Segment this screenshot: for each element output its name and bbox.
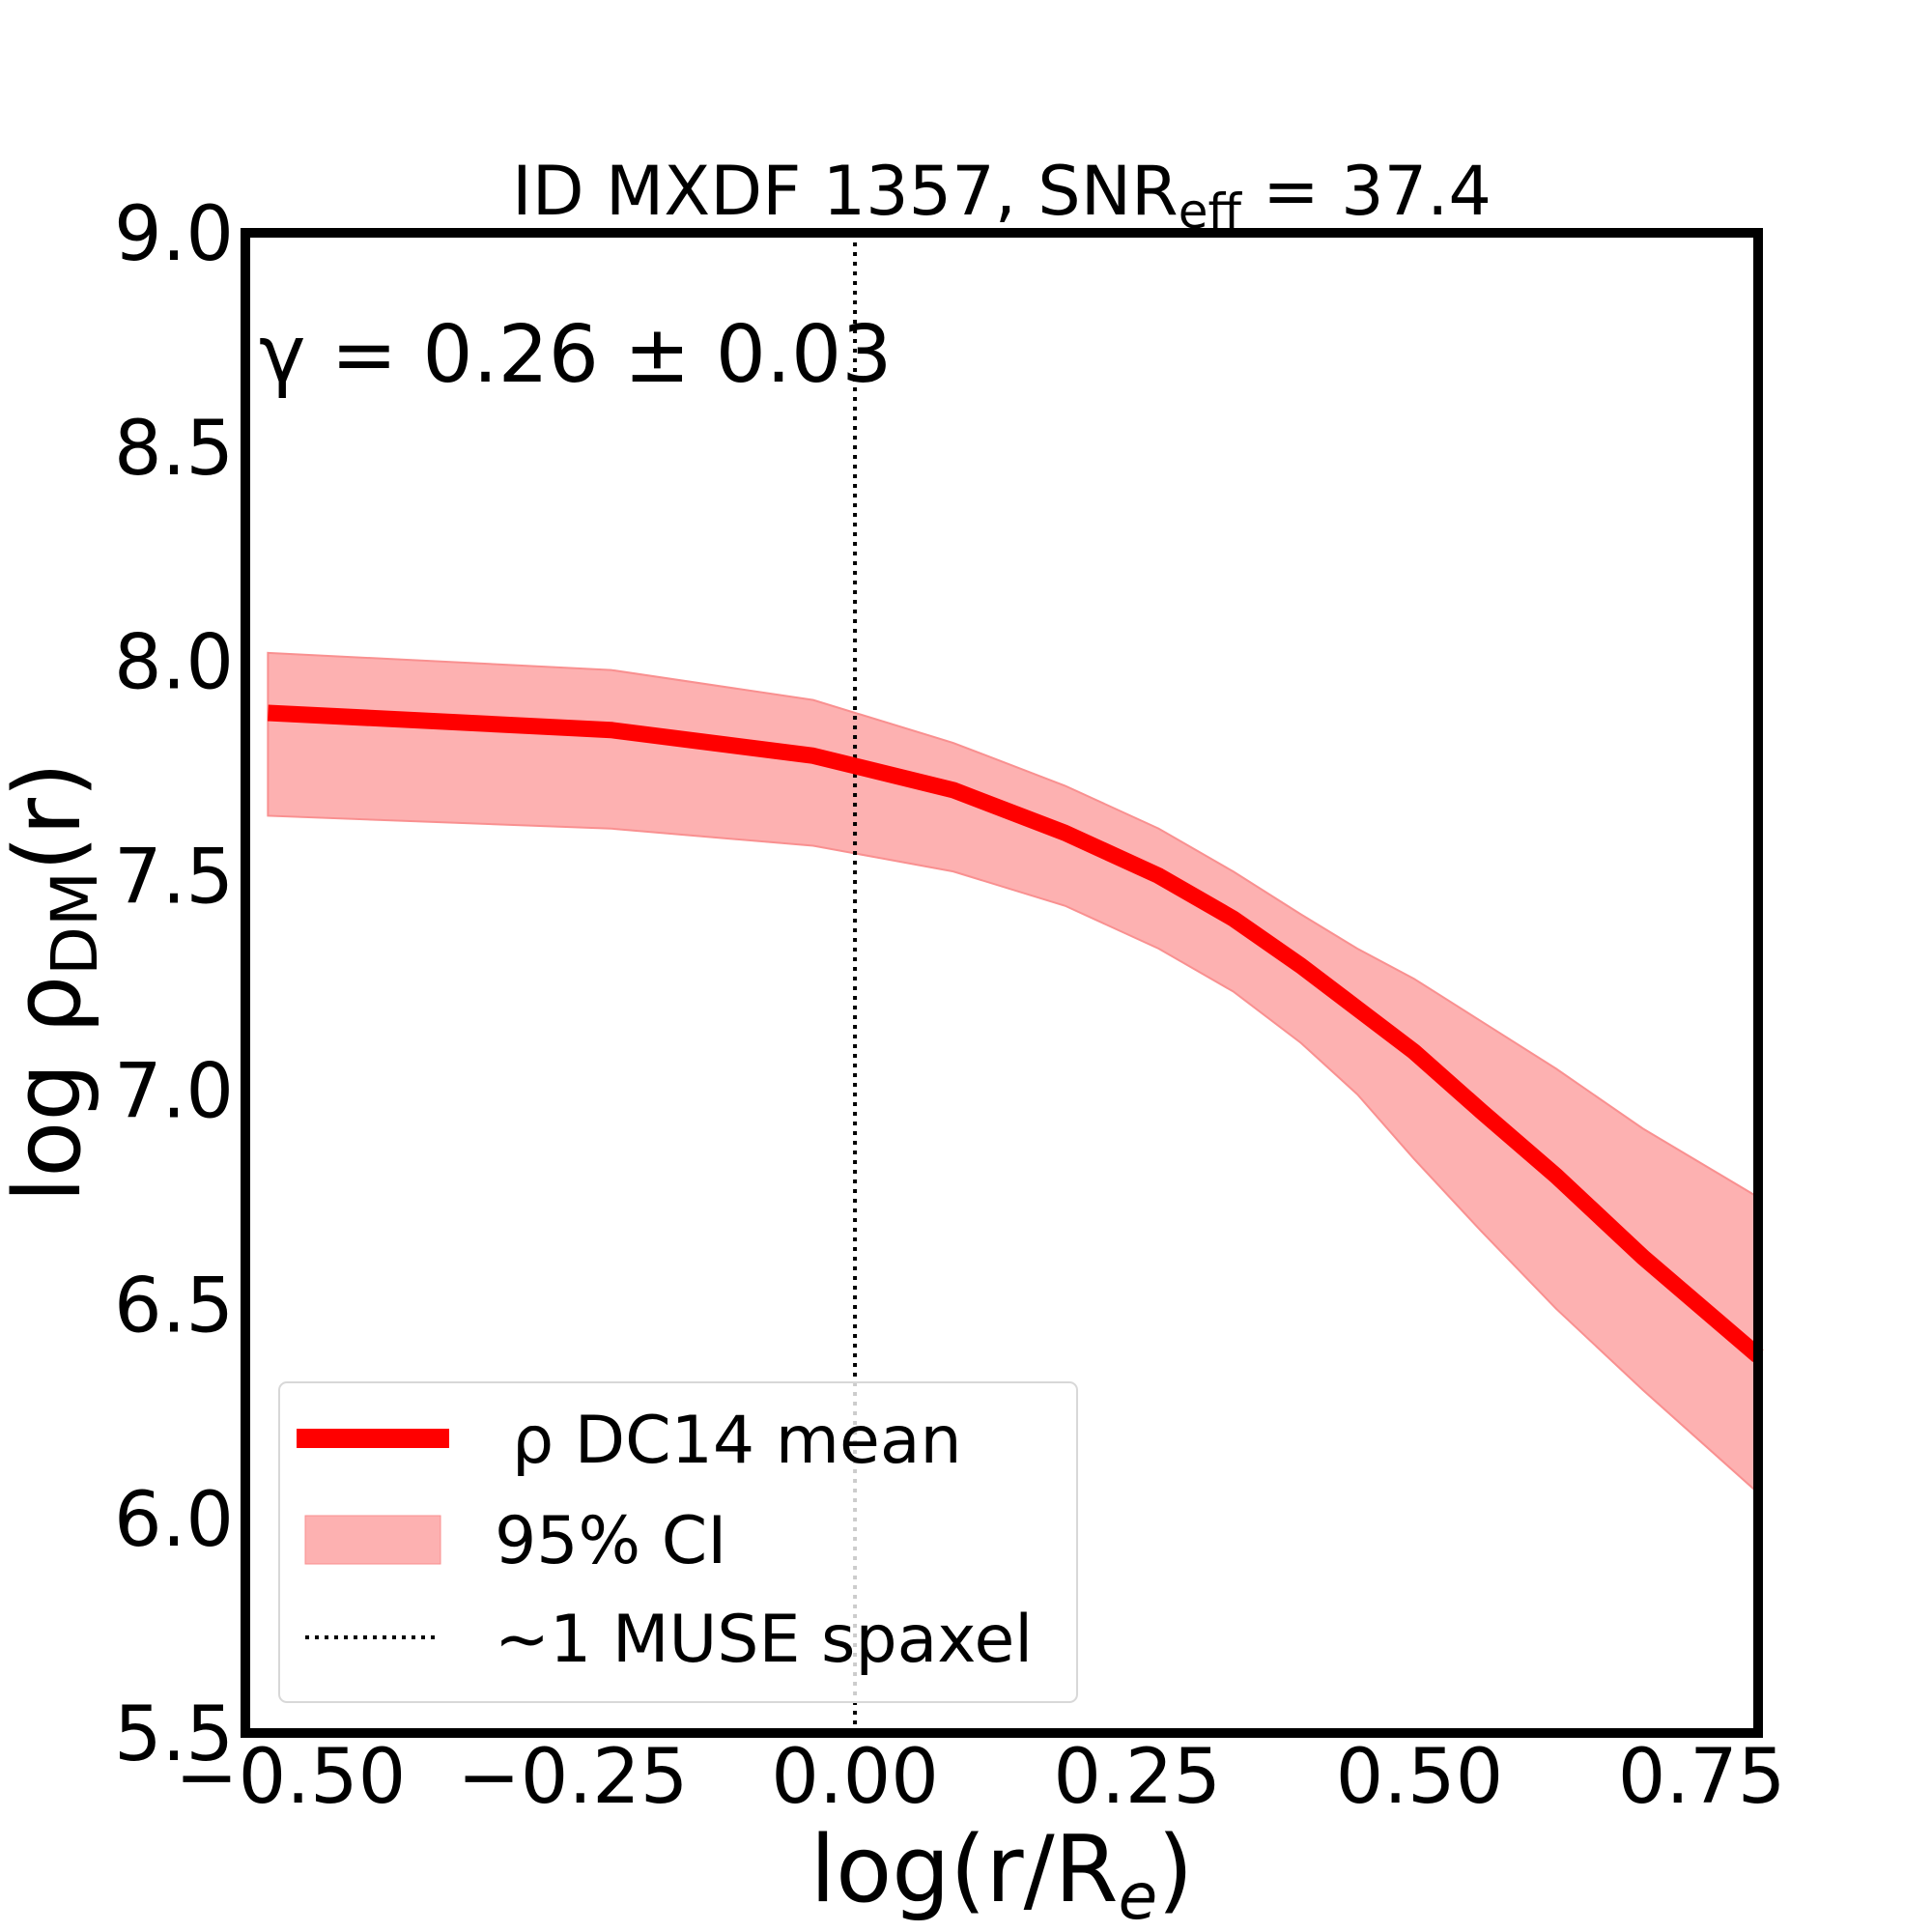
y-tick-label: 5.5 — [114, 1691, 234, 1778]
y-tick-label: 8.5 — [114, 406, 234, 493]
y-tick-label: 6.0 — [114, 1477, 234, 1564]
plot-area: −0.50 −0.25 0.00 0.25 0.50 0.75 5.5 6.0 6.5 7.0 7.… — [114, 191, 1785, 1821]
ci-band — [267, 651, 1759, 1495]
x-tick-label: −0.25 — [457, 1734, 688, 1821]
y-tick-label: 7.5 — [114, 835, 234, 922]
x-tick-label: 0.75 — [1618, 1734, 1786, 1821]
chart-title: ID MXDF 1357, SNReff = 37.4 — [512, 152, 1492, 240]
plot-frame — [241, 228, 1763, 1738]
legend: ρ DC14 mean 95% CI ~1 MUSE spaxel — [278, 1381, 1078, 1703]
x-tick-label: 0.50 — [1336, 1734, 1504, 1821]
y-tick-label: 6.5 — [114, 1263, 234, 1350]
legend-mean-label: ρ DC14 mean — [512, 1403, 962, 1479]
x-tick-label: 0.25 — [1053, 1734, 1221, 1821]
legend-ci-swatch — [304, 1515, 441, 1565]
legend-ci-label: 95% CI — [495, 1503, 726, 1579]
x-tick-label: 0.00 — [771, 1734, 939, 1821]
x-tick-label: −0.50 — [175, 1734, 406, 1821]
gamma-annotation: γ = 0.26 ± 0.03 — [259, 309, 892, 401]
legend-frame — [278, 1381, 1078, 1703]
y-tick-label: 7.0 — [114, 1048, 234, 1135]
mean-line — [267, 704, 1764, 1362]
y-tick-label: 8.0 — [114, 620, 234, 707]
y-axis-label: log ρDM(r) — [0, 762, 112, 1203]
y-tick-label: 9.0 — [114, 191, 234, 278]
x-axis-label: log(r/Re) — [810, 1817, 1194, 1932]
legend-vline-label: ~1 MUSE spaxel — [495, 1602, 1033, 1678]
